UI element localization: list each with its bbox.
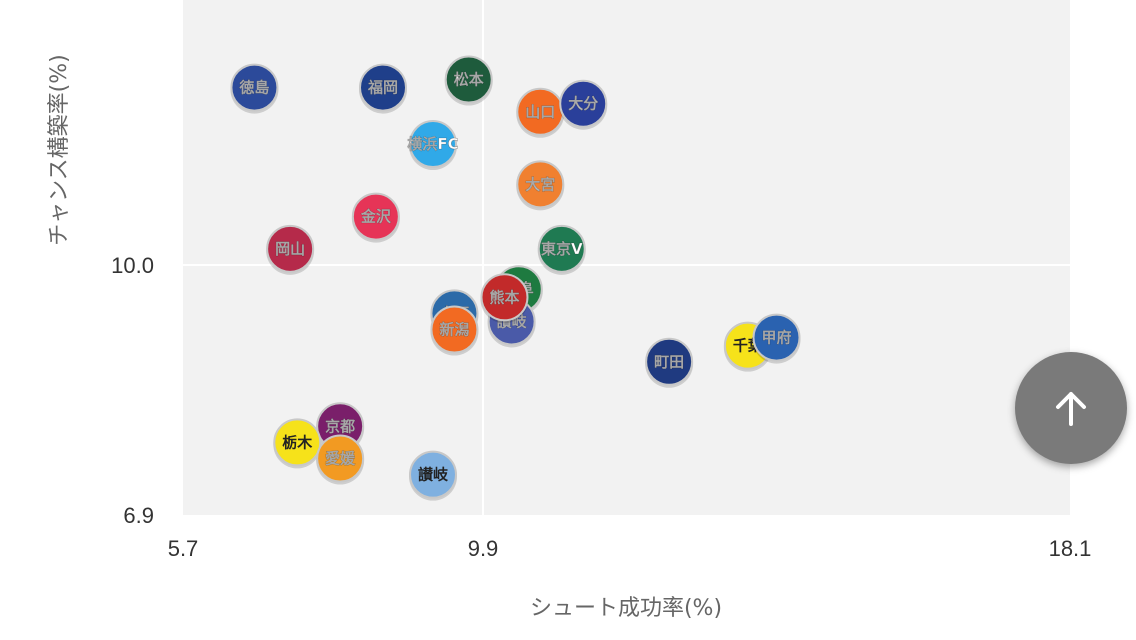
data-point[interactable]: 金沢 bbox=[351, 192, 400, 243]
data-point[interactable]: 大宮 bbox=[516, 160, 565, 211]
point-marker bbox=[645, 337, 694, 386]
point-label: 栃木 bbox=[282, 433, 313, 451]
point-marker bbox=[480, 273, 529, 322]
point-marker bbox=[444, 55, 493, 104]
data-point[interactable]: 山口 bbox=[516, 87, 565, 138]
data-point[interactable]: 徳島 bbox=[230, 63, 279, 114]
point-marker bbox=[409, 450, 457, 499]
point-marker bbox=[316, 434, 365, 483]
point-label: 新潟 bbox=[439, 321, 469, 339]
data-point[interactable]: 福岡 bbox=[359, 63, 407, 114]
point-label: 松本 bbox=[454, 71, 484, 89]
point-marker bbox=[351, 192, 400, 241]
point-label: 京都 bbox=[325, 417, 355, 435]
arrow-up-icon bbox=[1056, 392, 1086, 426]
y-tick-label: 10.0 bbox=[111, 253, 154, 278]
data-point[interactable]: 松本 bbox=[444, 55, 493, 106]
x-tick-label: 18.1 bbox=[1049, 536, 1092, 561]
point-label: 福岡 bbox=[367, 79, 398, 97]
point-label: 讃岐 bbox=[418, 466, 449, 484]
point-label: 岡山 bbox=[275, 240, 305, 258]
point-label: 大宮 bbox=[525, 175, 555, 193]
point-marker bbox=[359, 63, 407, 112]
scroll-to-top-button[interactable] bbox=[1015, 352, 1127, 464]
data-point[interactable]: 新潟 bbox=[430, 305, 479, 356]
data-point[interactable]: 甲府 bbox=[752, 313, 801, 364]
point-label: 徳島 bbox=[238, 79, 269, 97]
point-label: 大分 bbox=[568, 95, 598, 113]
point-marker bbox=[559, 79, 608, 128]
y-tick-label: 6.9 bbox=[123, 503, 154, 528]
point-marker bbox=[409, 120, 457, 169]
data-point[interactable]: 岡山 bbox=[266, 224, 315, 275]
point-marker bbox=[752, 313, 801, 362]
point-marker bbox=[430, 305, 479, 354]
point-marker bbox=[516, 160, 565, 209]
data-point[interactable]: 讃岐 bbox=[409, 450, 457, 501]
point-label: 金沢 bbox=[360, 208, 392, 226]
point-marker bbox=[266, 224, 315, 273]
data-points: 徳島福岡松本山口大分横浜FC大宮金沢東京V岡山水戸新潟岐阜讃岐熊本町田千葉甲府京… bbox=[230, 55, 801, 501]
point-label: 熊本 bbox=[489, 288, 519, 306]
point-label: 町田 bbox=[654, 353, 684, 371]
data-point[interactable]: 町田 bbox=[645, 337, 694, 388]
axis-ticks: 5.7 9.9 18.1 6.9 10.0 bbox=[111, 253, 1091, 561]
x-axis-title: シュート成功率(%) bbox=[530, 596, 722, 621]
point-label: 横浜FC bbox=[407, 135, 458, 153]
x-tick-label: 5.7 bbox=[168, 536, 199, 561]
point-label: 東京V bbox=[541, 240, 583, 258]
point-marker bbox=[273, 418, 322, 467]
point-label: 甲府 bbox=[761, 329, 791, 347]
point-label: 山口 bbox=[525, 103, 555, 121]
data-point[interactable]: 横浜FC bbox=[407, 120, 459, 171]
x-tick-label: 9.9 bbox=[468, 536, 499, 561]
y-axis-title: チャンス構築率(%) bbox=[47, 54, 72, 245]
data-point[interactable]: 熊本 bbox=[480, 273, 529, 324]
point-label: 愛媛 bbox=[325, 450, 356, 468]
data-point[interactable]: 大分 bbox=[559, 79, 608, 130]
data-point[interactable]: 栃木 bbox=[273, 418, 322, 469]
point-marker bbox=[230, 63, 279, 112]
data-point[interactable]: 愛媛 bbox=[316, 434, 365, 485]
point-marker bbox=[537, 224, 586, 273]
data-point[interactable]: 東京V bbox=[537, 224, 586, 275]
